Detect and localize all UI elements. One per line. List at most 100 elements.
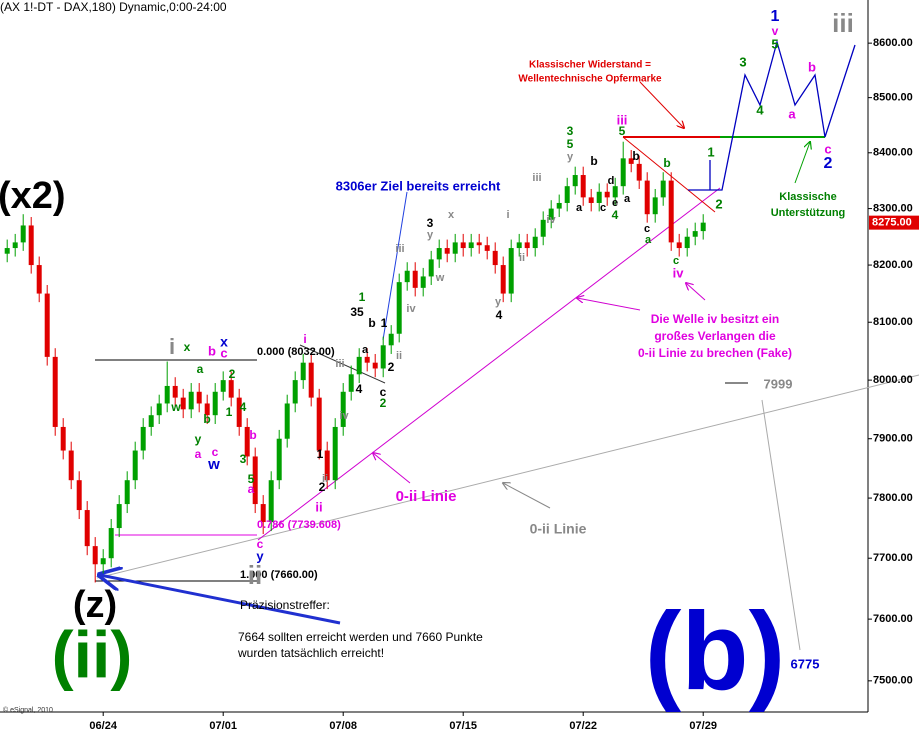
annotation: 3 — [427, 216, 434, 230]
candle-body — [76, 480, 82, 511]
candle-body — [404, 270, 410, 283]
candle-body — [20, 225, 26, 243]
annotation: a — [624, 193, 631, 205]
annotation: 0-ii Linie — [530, 521, 587, 537]
x-tick-label: 07/08 — [329, 720, 357, 732]
candle-body — [276, 438, 282, 481]
candle-body — [116, 504, 122, 529]
candle-body — [340, 391, 346, 427]
candle-body — [684, 236, 690, 249]
candle-body — [244, 426, 250, 457]
annotation: c — [380, 385, 387, 399]
annotation: (b) — [645, 590, 785, 713]
candle-body — [4, 248, 10, 254]
y-tick-label: 7600.00 — [873, 613, 913, 625]
candle-body — [548, 208, 554, 220]
annotation: c — [824, 141, 831, 156]
annotation: Wellentechnische Opfermarke — [518, 74, 662, 85]
annotation: d — [608, 175, 615, 187]
annotation: ii — [519, 252, 525, 264]
y-tick-label: 7800.00 — [873, 492, 913, 504]
annotation: 2 — [380, 396, 387, 410]
candle-body — [172, 385, 178, 398]
annotation: y — [495, 296, 502, 308]
candle-body — [348, 374, 354, 392]
y-tick-label: 7700.00 — [873, 552, 913, 564]
annotation: 0-ii Linie — [396, 488, 457, 505]
annotation: iv — [673, 265, 685, 280]
candle-body — [652, 197, 658, 215]
annotation: 2 — [824, 155, 833, 172]
annotation: c — [212, 445, 219, 459]
annotation: 0.786 (7739.608) — [257, 519, 341, 531]
annotation: 0-ii Linie zu brechen (Fake) — [638, 346, 792, 360]
annotation: y — [256, 548, 264, 563]
annotation: (ii) — [52, 617, 133, 691]
candles — [4, 141, 706, 583]
candle-body — [516, 242, 522, 249]
annotation: iii — [832, 8, 854, 38]
annotation: b — [208, 343, 216, 358]
annotation: iv — [406, 303, 416, 315]
axes: 7500.00 7600.00 7700.00 7800.00 7900.00 8000.… — [89, 37, 912, 732]
candle-body — [316, 397, 322, 451]
annotation: wurden tatsächlich erreicht! — [237, 646, 384, 660]
annotation: iii — [335, 358, 344, 370]
annotation: (z) — [73, 584, 117, 626]
annotation: 7999 — [764, 376, 793, 391]
candle-body — [412, 270, 418, 288]
annotation: a — [195, 447, 202, 461]
annotation: b — [368, 316, 375, 330]
annotation: ii — [315, 499, 322, 514]
candle-body — [164, 385, 170, 404]
annotation: 1 — [317, 447, 324, 461]
candle-body — [92, 546, 98, 565]
annotation: w — [170, 400, 181, 414]
annotation: Die Welle iv besitzt ein — [651, 312, 779, 326]
annotation: b — [632, 149, 639, 163]
candle-body — [228, 380, 234, 398]
candle-body — [68, 450, 74, 481]
candle-body — [132, 450, 138, 481]
candle-body — [596, 191, 602, 203]
candle-body — [388, 333, 394, 346]
annotation: 8306er Ziel bereits erreicht — [336, 178, 501, 193]
candle-body — [284, 403, 290, 439]
annotation: i — [169, 334, 175, 359]
annotation: 2 — [319, 480, 326, 494]
candle-body — [356, 356, 362, 375]
annotation: v — [772, 24, 779, 38]
y-tick-label: 8100.00 — [873, 316, 913, 328]
annotation: 3 — [240, 452, 247, 466]
annotation: 4 — [612, 208, 619, 222]
candle-body — [692, 231, 698, 237]
annotation: c — [257, 537, 264, 551]
annotation: 35 — [350, 305, 364, 319]
candle-body — [124, 480, 130, 505]
annotation: x — [220, 334, 228, 350]
candle-body — [556, 202, 562, 209]
x-tick-label: 07/29 — [689, 720, 717, 732]
annotation: Klassischer Widerstand = — [529, 60, 651, 71]
candle-body — [644, 180, 650, 215]
candle-body — [324, 450, 330, 481]
annotation: b — [590, 154, 597, 168]
annotation: 4 — [756, 102, 764, 117]
drawing-lines — [95, 39, 919, 651]
annotation: 1 — [359, 290, 366, 304]
annotation: 2 — [715, 196, 722, 211]
candle-body — [308, 362, 314, 398]
candle-body — [460, 242, 466, 249]
candle-body — [140, 426, 146, 451]
candle-body — [212, 391, 218, 416]
x-tick-label: 07/01 — [209, 720, 237, 732]
candle-body — [540, 219, 546, 237]
annotation: 1 — [771, 8, 780, 25]
candle-body — [636, 163, 642, 181]
candle-body — [604, 191, 610, 198]
candle-body — [292, 380, 298, 404]
annotation: e — [612, 197, 618, 209]
candle-body — [236, 397, 242, 427]
